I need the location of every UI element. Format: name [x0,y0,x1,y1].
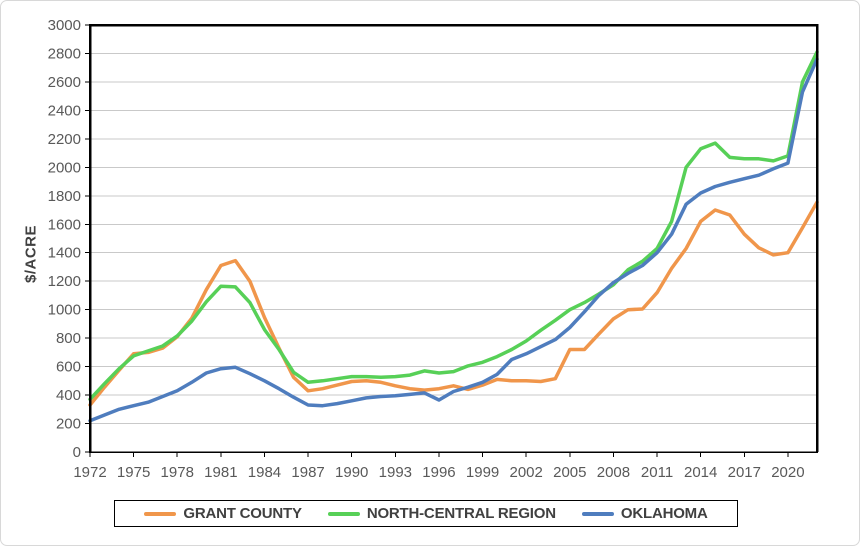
y-tick-label: 1000 [48,302,81,319]
x-tick-label: 2017 [728,464,761,481]
y-tick-label: 1200 [48,273,81,290]
x-tick-label: 1972 [73,464,106,481]
x-tick-label: 1987 [291,464,324,481]
y-tick-label: 800 [56,330,81,347]
y-tick-label: 1400 [48,245,81,262]
x-tick-label: 2014 [684,464,717,481]
y-tick-label: 2400 [48,102,81,119]
legend-entry-north-central-region[interactable]: NORTH-CENTRAL REGION [327,505,556,522]
y-tick-label: 600 [56,359,81,376]
x-tick-label: 1990 [335,464,368,481]
legend: GRANT COUNTY NORTH-CENTRAL REGION OKLAHO… [114,500,738,527]
x-tick-label: 1993 [379,464,412,481]
x-tick-label: 1999 [466,464,499,481]
legend-label: OKLAHOMA [620,505,708,522]
x-tick-label: 1978 [161,464,194,481]
x-tick-label: 2002 [510,464,543,481]
x-tick-label: 2011 [641,464,673,481]
y-tick-label: 2800 [48,45,81,62]
legend-label: GRANT COUNTY [183,505,302,522]
x-tick-label: 1984 [248,464,281,481]
y-tick-label: 0 [73,444,81,461]
x-tick-label: 1975 [117,464,150,481]
y-tick-label: 2000 [48,159,81,176]
legend-entry-oklahoma[interactable]: OKLAHOMA [581,505,708,522]
x-tick-label: 2020 [771,464,804,481]
y-tick-label: 200 [56,416,81,433]
series-line-north-central-region [88,50,819,402]
legend-label: NORTH-CENTRAL REGION [366,505,556,522]
x-tick-label: 2005 [553,464,586,481]
x-tick-label: 2008 [597,464,630,481]
plot-border [88,23,819,452]
legend-line-swatch-orange [144,511,177,516]
y-tick-label: 1800 [48,188,81,205]
y-axis-title: $/ACRE [22,224,40,284]
x-tick-label: 1981 [204,464,237,481]
x-tick-label: 1996 [422,464,455,481]
legend-line-swatch-green [327,511,360,516]
legend-entry-grant-county[interactable]: GRANT COUNTY [144,505,302,522]
y-tick-label: 2600 [48,74,81,91]
series-line-grant-county [88,200,819,407]
legend-line-swatch-blue [581,511,614,516]
y-tick-label: 2200 [48,131,81,148]
series-line-oklahoma [88,57,819,423]
y-tick-label: 3000 [48,17,81,34]
y-tick-label: 400 [56,387,81,404]
y-tick-label: 1600 [48,216,81,233]
